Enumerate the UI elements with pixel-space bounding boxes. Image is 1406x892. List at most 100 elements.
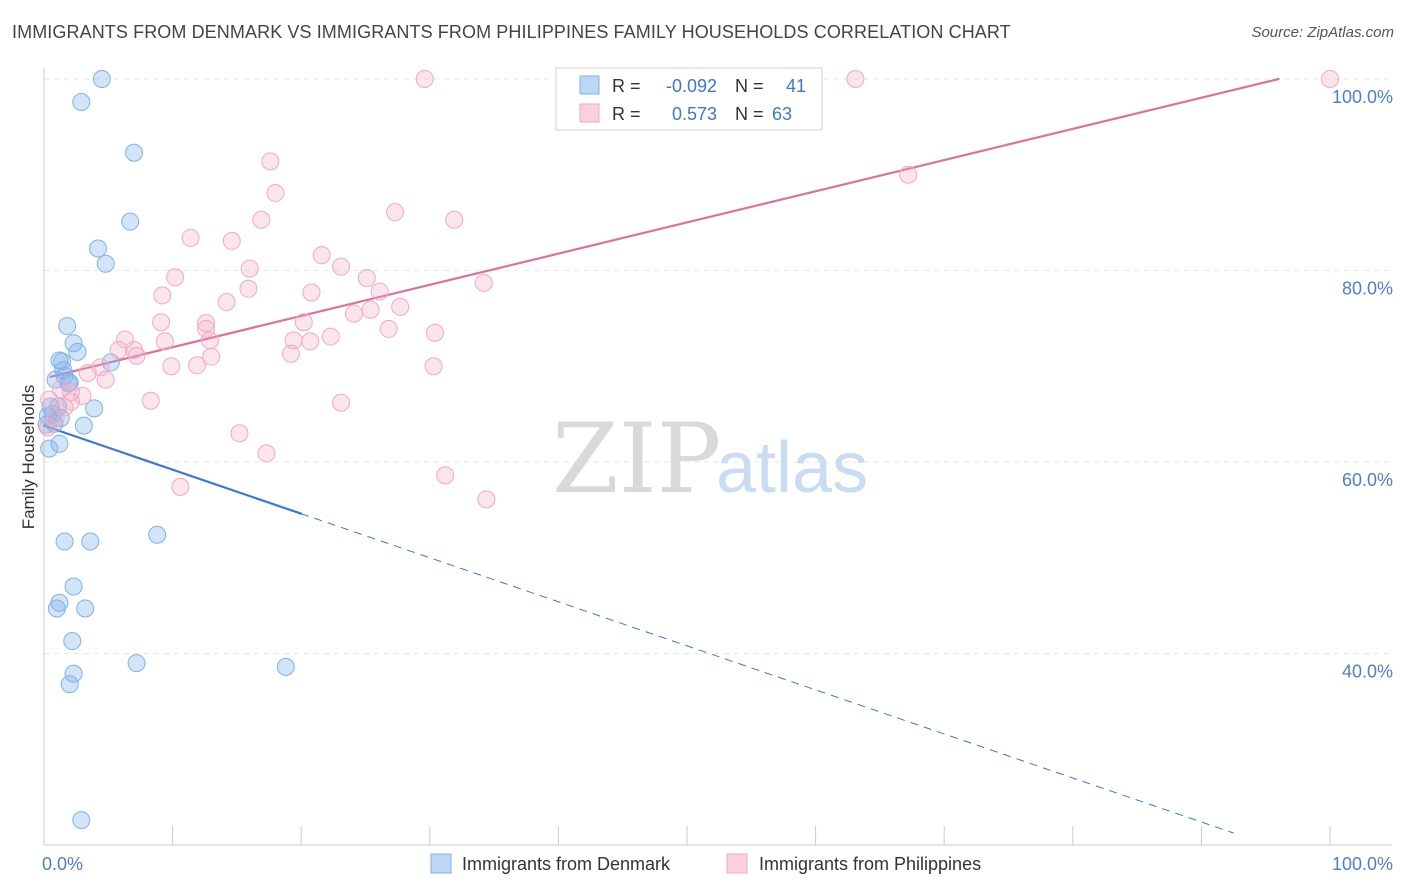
data-point-philippines (197, 319, 216, 338)
stats-n-label-philippines: N = (735, 104, 764, 124)
data-point-philippines (171, 477, 190, 496)
data-point-philippines (312, 246, 331, 265)
stats-box-frame (555, 67, 823, 131)
stats-r-value-philippines: 0.573 (672, 104, 717, 124)
data-point-philippines (78, 363, 97, 382)
y-tick-label: 100.0% (1332, 87, 1393, 107)
stats-n-value-philippines: 63 (772, 104, 792, 124)
data-point-philippines (141, 391, 160, 410)
data-point-denmark (121, 212, 140, 231)
data-point-philippines (155, 332, 174, 351)
data-point-philippines (436, 466, 455, 485)
y-axis-label: Family Households (19, 385, 38, 530)
trend-lines (42, 77, 1280, 834)
data-point-philippines (197, 314, 216, 333)
data-point-denmark (81, 532, 100, 551)
data-point-philippines (361, 300, 380, 319)
data-point-denmark (64, 664, 83, 683)
watermark-zip: ZIP (552, 403, 721, 515)
data-point-philippines (899, 165, 918, 184)
source-credit: Source: ZipAtlas.com (1251, 24, 1394, 41)
grid (44, 78, 1392, 654)
data-point-philippines (40, 390, 59, 409)
legend-label-philippines: Immigrants from Philippines (759, 854, 981, 874)
data-point-philippines (222, 231, 241, 250)
data-point-philippines (344, 304, 363, 323)
data-point-philippines (200, 331, 219, 350)
data-point-philippines (96, 370, 115, 389)
series-legend: Immigrants from Denmark Immigrants from … (430, 853, 981, 874)
axes (43, 68, 1392, 846)
data-point-philippines (357, 269, 376, 288)
legend-swatch-denmark (430, 853, 452, 874)
data-point-philippines (477, 490, 496, 509)
data-point-philippines (166, 268, 185, 287)
data-point-denmark (60, 675, 79, 694)
stats-n-value-denmark: 41 (786, 76, 806, 96)
data-point-philippines (474, 273, 493, 292)
data-point-denmark (64, 577, 83, 596)
data-points (37, 70, 1339, 830)
data-point-denmark (89, 239, 108, 258)
data-point-philippines (51, 380, 70, 399)
legend-label-denmark: Immigrants from Denmark (462, 854, 671, 874)
stats-swatch-philippines (579, 103, 600, 123)
data-point-denmark (92, 70, 111, 88)
data-point-philippines (46, 408, 65, 427)
data-point-philippines (152, 313, 171, 332)
legend-swatch-philippines (726, 853, 748, 874)
data-point-philippines (1321, 70, 1339, 88)
data-point-denmark (68, 342, 87, 361)
tick-labels: 40.0% 60.0% 80.0% 100.0% 0.0% 100.0% (42, 87, 1393, 874)
data-point-denmark (72, 811, 91, 830)
watermark: ZIP atlas (552, 403, 868, 515)
data-point-philippines (379, 319, 398, 338)
data-point-denmark (76, 599, 95, 618)
data-point-philippines (332, 257, 351, 276)
data-point-philippines (217, 293, 236, 312)
data-point-denmark (125, 143, 144, 162)
data-point-philippines (424, 357, 443, 376)
stats-r-label-denmark: R = (612, 76, 641, 96)
data-point-philippines (415, 70, 434, 88)
data-point-denmark (46, 370, 65, 389)
data-point-denmark (148, 525, 167, 544)
data-point-denmark (54, 361, 73, 380)
data-point-philippines (73, 386, 92, 405)
data-point-denmark (37, 415, 56, 434)
x-tick-label: 100.0% (1332, 854, 1393, 874)
data-point-denmark (50, 434, 69, 453)
data-point-philippines (281, 344, 300, 363)
data-point-philippines (332, 393, 351, 412)
stats-r-value-denmark: -0.092 (666, 76, 717, 96)
data-point-philippines (153, 286, 172, 305)
data-point-philippines (294, 313, 313, 332)
data-point-philippines (301, 332, 320, 351)
data-point-denmark (63, 632, 82, 651)
data-point-denmark (74, 416, 93, 435)
stats-swatch-denmark (579, 75, 600, 95)
data-point-philippines (370, 282, 389, 301)
data-point-philippines (239, 279, 258, 298)
data-point-philippines (62, 383, 81, 402)
data-point-philippines (386, 203, 405, 222)
data-point-philippines (302, 283, 321, 302)
data-point-denmark (55, 532, 74, 551)
data-point-philippines (55, 398, 74, 417)
stats-legend: R = -0.092 N = 41 R = 0.573 N = 63 (555, 67, 823, 131)
y-tick-label: 40.0% (1342, 662, 1393, 682)
data-point-philippines (261, 152, 280, 171)
data-point-philippines (445, 210, 464, 229)
data-point-philippines (266, 183, 285, 202)
data-point-denmark (96, 254, 115, 273)
data-point-philippines (321, 327, 340, 346)
data-point-denmark (40, 439, 59, 458)
data-point-philippines (391, 297, 410, 316)
stats-r-label-philippines: R = (612, 104, 641, 124)
watermark-atlas: atlas (716, 428, 868, 508)
data-point-philippines (202, 347, 221, 366)
data-point-denmark (276, 657, 295, 676)
data-point-philippines (181, 228, 200, 247)
data-point-philippines (252, 210, 271, 229)
